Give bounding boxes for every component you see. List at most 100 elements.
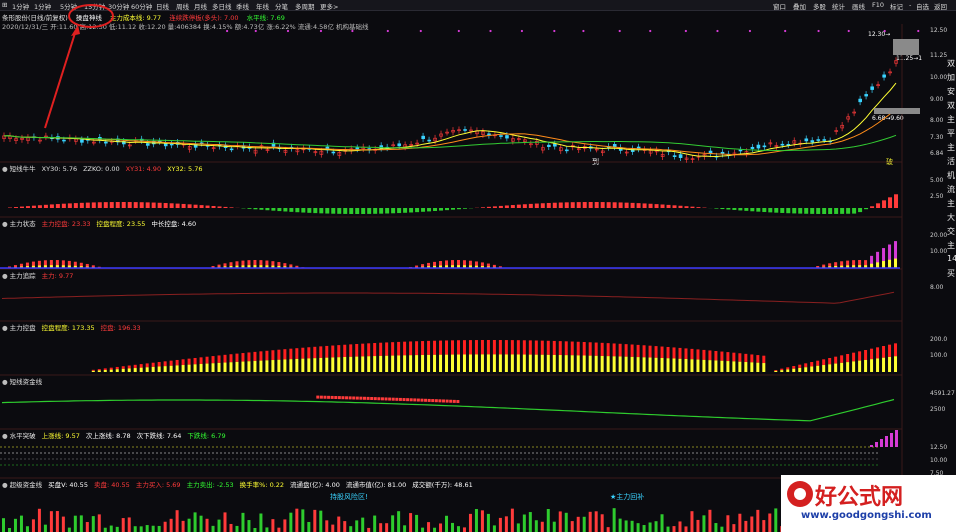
pane-dot-icon[interactable]: ● <box>2 165 8 173</box>
side-tab-char[interactable]: 14 <box>947 254 956 263</box>
menu-item-1min-b[interactable]: 1分钟 <box>34 3 52 11</box>
menu-item-15min[interactable]: 15分钟 <box>84 3 106 11</box>
control-bar-red <box>810 362 814 367</box>
short-term-bar <box>319 208 324 214</box>
menu-icon[interactable]: ⊞ <box>2 1 8 9</box>
menu-item-60min[interactable]: 60分钟 <box>131 3 153 11</box>
control-bar-red <box>522 340 526 355</box>
volume-bar <box>229 523 233 532</box>
side-tab-char[interactable]: 安 <box>947 87 955 96</box>
menu-item-weekly[interactable]: 周线 <box>176 3 189 11</box>
side-tab-char[interactable]: 平 <box>947 129 955 138</box>
main-state-bar <box>822 264 826 268</box>
volume-bar <box>648 522 652 532</box>
menu-item-5min[interactable]: 5分钟 <box>60 3 78 11</box>
volume-bar <box>498 517 502 532</box>
side-tab-char[interactable]: 主 <box>947 199 955 208</box>
funds-step <box>445 399 449 403</box>
menu-f10[interactable]: F10 <box>872 1 885 9</box>
pane-dot-icon[interactable]: ● <box>2 378 8 386</box>
menu-window[interactable]: 窗口 <box>773 3 786 11</box>
menu-item-multiperiod[interactable]: 多周期 <box>295 3 315 11</box>
main-state-bar <box>456 260 460 268</box>
control-bar-yellow <box>289 359 293 372</box>
volume-bar <box>241 512 245 532</box>
side-tab-char[interactable]: 双 <box>947 101 955 110</box>
control-bar-yellow <box>810 366 814 372</box>
main-state-bar <box>229 262 233 268</box>
menu-back[interactable]: 返回 <box>934 3 947 11</box>
short-term-bar <box>181 203 186 208</box>
menu-item-monthly[interactable]: 月线 <box>194 3 207 11</box>
candle-body <box>804 138 809 142</box>
menu-item-multiday[interactable]: 多日线 <box>212 3 232 11</box>
funds-step <box>316 395 320 399</box>
pane-title[interactable]: 水平突破 <box>9 432 36 440</box>
indicator-selector[interactable]: 操盘神线 <box>75 14 102 22</box>
side-tab-char[interactable]: 大 <box>947 213 955 222</box>
pane-title[interactable]: 主力控盘 <box>9 324 36 332</box>
side-tab-char[interactable]: 主 <box>947 143 955 152</box>
menu-item-tick[interactable]: 分笔 <box>275 3 288 11</box>
ma-short-line <box>3 82 897 158</box>
pane-dot-icon[interactable]: ● <box>2 272 8 280</box>
short-term-bar <box>462 208 467 209</box>
menu-item-daily[interactable]: 日线 <box>156 3 169 11</box>
short-term-bar <box>97 202 102 208</box>
menu-overlay[interactable]: 叠加 <box>793 3 806 11</box>
short-term-bar <box>187 204 192 208</box>
control-bar-yellow <box>181 365 185 372</box>
menu-item-1min[interactable]: 1分钟 <box>12 3 30 11</box>
pane-dot-icon[interactable]: ● <box>2 324 8 332</box>
control-bar-red <box>451 340 454 355</box>
menu-item-yearly[interactable]: 年线 <box>256 3 269 11</box>
pane-dot-icon[interactable]: ● <box>2 432 8 440</box>
main-state-bar <box>37 260 41 268</box>
pane-dot-icon[interactable]: ● <box>2 220 8 228</box>
side-tab-char[interactable]: 交 <box>947 227 955 236</box>
main-state-bar <box>828 263 832 268</box>
pane-title[interactable]: 短线资金线 <box>9 378 43 386</box>
side-tab-char[interactable]: 流 <box>947 185 955 194</box>
volume-bar <box>510 508 514 532</box>
control-bar-yellow <box>462 354 466 372</box>
menu-item-quarterly[interactable]: 季线 <box>236 3 249 11</box>
menu-multistock[interactable]: 多股 <box>813 3 826 11</box>
pane-title[interactable]: 主力状态 <box>9 220 36 228</box>
pane-title[interactable]: 超级资金线 <box>9 481 43 489</box>
control-bar-yellow <box>361 356 365 372</box>
short-term-bar <box>636 203 641 208</box>
side-tab-char[interactable]: 加 <box>947 73 955 82</box>
pane-title[interactable]: 主力追踪 <box>9 272 36 280</box>
menu-stats[interactable]: 统计 <box>832 3 845 11</box>
menu-item-more[interactable]: 更多> <box>320 3 339 11</box>
control-bar-red <box>552 340 556 355</box>
side-tab-char[interactable]: 活 <box>947 157 955 166</box>
pane-axis-label: 2500 <box>930 406 946 413</box>
side-tab-char[interactable]: 主 <box>947 115 955 124</box>
short-term-bar <box>25 206 30 208</box>
control-bar-red <box>780 368 784 371</box>
volume-bar <box>732 524 736 532</box>
menu-mark[interactable]: 标记 <box>890 3 903 11</box>
menu-item-30min[interactable]: 30分钟 <box>108 3 130 11</box>
main-state-bar <box>433 261 437 268</box>
menu-draw[interactable]: 画线 <box>852 3 865 11</box>
side-tab-char[interactable]: 机 <box>947 171 955 180</box>
pane-title[interactable]: 短线牛牛 <box>9 165 36 173</box>
pane-dot-icon[interactable]: ● <box>2 481 8 489</box>
volume-bar <box>67 527 71 532</box>
control-bar-red <box>804 363 808 368</box>
side-tab-char[interactable]: 双 <box>947 59 955 68</box>
side-tab-char[interactable]: 买 <box>947 269 955 278</box>
funds-step <box>334 396 338 400</box>
menu-favorites[interactable]: 自选 <box>916 3 929 11</box>
funds-step <box>438 399 442 403</box>
volume-bar <box>121 518 125 532</box>
volume-bar <box>702 515 706 532</box>
pane-axis-label: 7.50 <box>930 470 944 477</box>
side-tab-char[interactable]: 主 <box>947 241 955 250</box>
control-bar-red <box>702 349 706 360</box>
main-state-bar-inner <box>31 265 35 268</box>
